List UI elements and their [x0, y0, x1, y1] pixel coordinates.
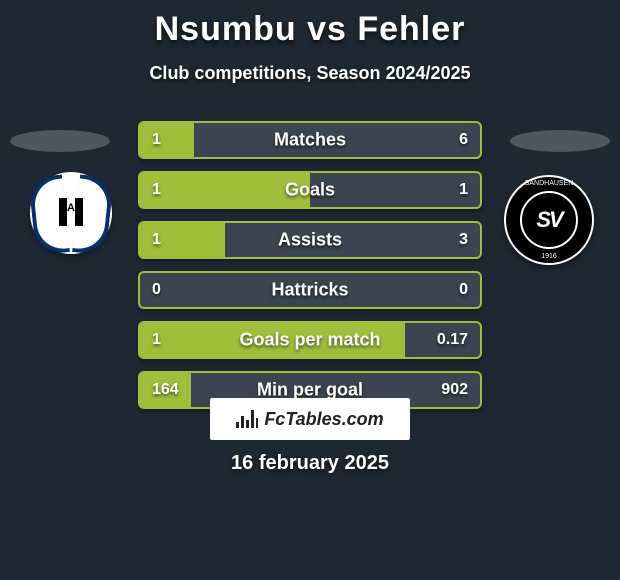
generation-date: 16 february 2025 — [231, 452, 389, 475]
stat-value-right: 1 — [459, 181, 468, 199]
stat-value-right: 6 — [459, 131, 468, 149]
stat-label: Goals — [285, 180, 335, 201]
brand-box[interactable]: FcTables.com — [210, 398, 410, 440]
crest-letter: A — [67, 202, 75, 214]
logo-shadow-left — [10, 130, 110, 152]
stat-value-left: 1 — [152, 131, 161, 149]
stat-row: 1 3 Assists — [138, 221, 482, 259]
stat-value-right: 3 — [459, 231, 468, 249]
team-logo-left: A — [26, 172, 116, 262]
stat-value-left: 1 — [152, 231, 161, 249]
crest-sv-text: SV — [536, 207, 561, 233]
stat-value-right: 0 — [459, 281, 468, 299]
stat-bars: 1 6 Matches 1 1 Goals 1 3 Assists 0 0 Hattricks 1 0.1… — [138, 121, 482, 421]
team-logo-right: SANDHAUSEN SV 1916 — [504, 175, 594, 265]
bielefeld-crest: A — [30, 172, 112, 254]
crest-ring-top: SANDHAUSEN — [506, 180, 592, 187]
stat-row: 1 0.17 Goals per match — [138, 321, 482, 359]
stat-label: Goals per match — [239, 330, 380, 351]
sandhausen-crest: SANDHAUSEN SV 1916 — [504, 175, 594, 265]
page-subtitle: Club competitions, Season 2024/2025 — [0, 63, 620, 84]
stat-fill-left — [140, 123, 194, 157]
logo-shadow-right — [510, 130, 610, 152]
stat-value-right: 0.17 — [437, 331, 468, 349]
crest-ring-bottom: 1916 — [506, 253, 592, 260]
page-title: Nsumbu vs Fehler — [0, 0, 620, 49]
stat-row: 0 0 Hattricks — [138, 271, 482, 309]
stat-label: Assists — [278, 230, 342, 251]
stat-value-right: 902 — [441, 381, 468, 399]
stat-value-left: 1 — [152, 331, 161, 349]
stat-label: Matches — [274, 130, 346, 151]
stat-row: 1 1 Goals — [138, 171, 482, 209]
bar-chart-icon — [236, 410, 258, 428]
stat-value-left: 164 — [152, 381, 179, 399]
comparison-card: Nsumbu vs Fehler Club competitions, Seas… — [0, 0, 620, 580]
stat-value-left: 0 — [152, 281, 161, 299]
stat-label: Hattricks — [271, 280, 348, 301]
stat-row: 1 6 Matches — [138, 121, 482, 159]
stat-value-left: 1 — [152, 181, 161, 199]
brand-text: FcTables.com — [264, 409, 383, 430]
